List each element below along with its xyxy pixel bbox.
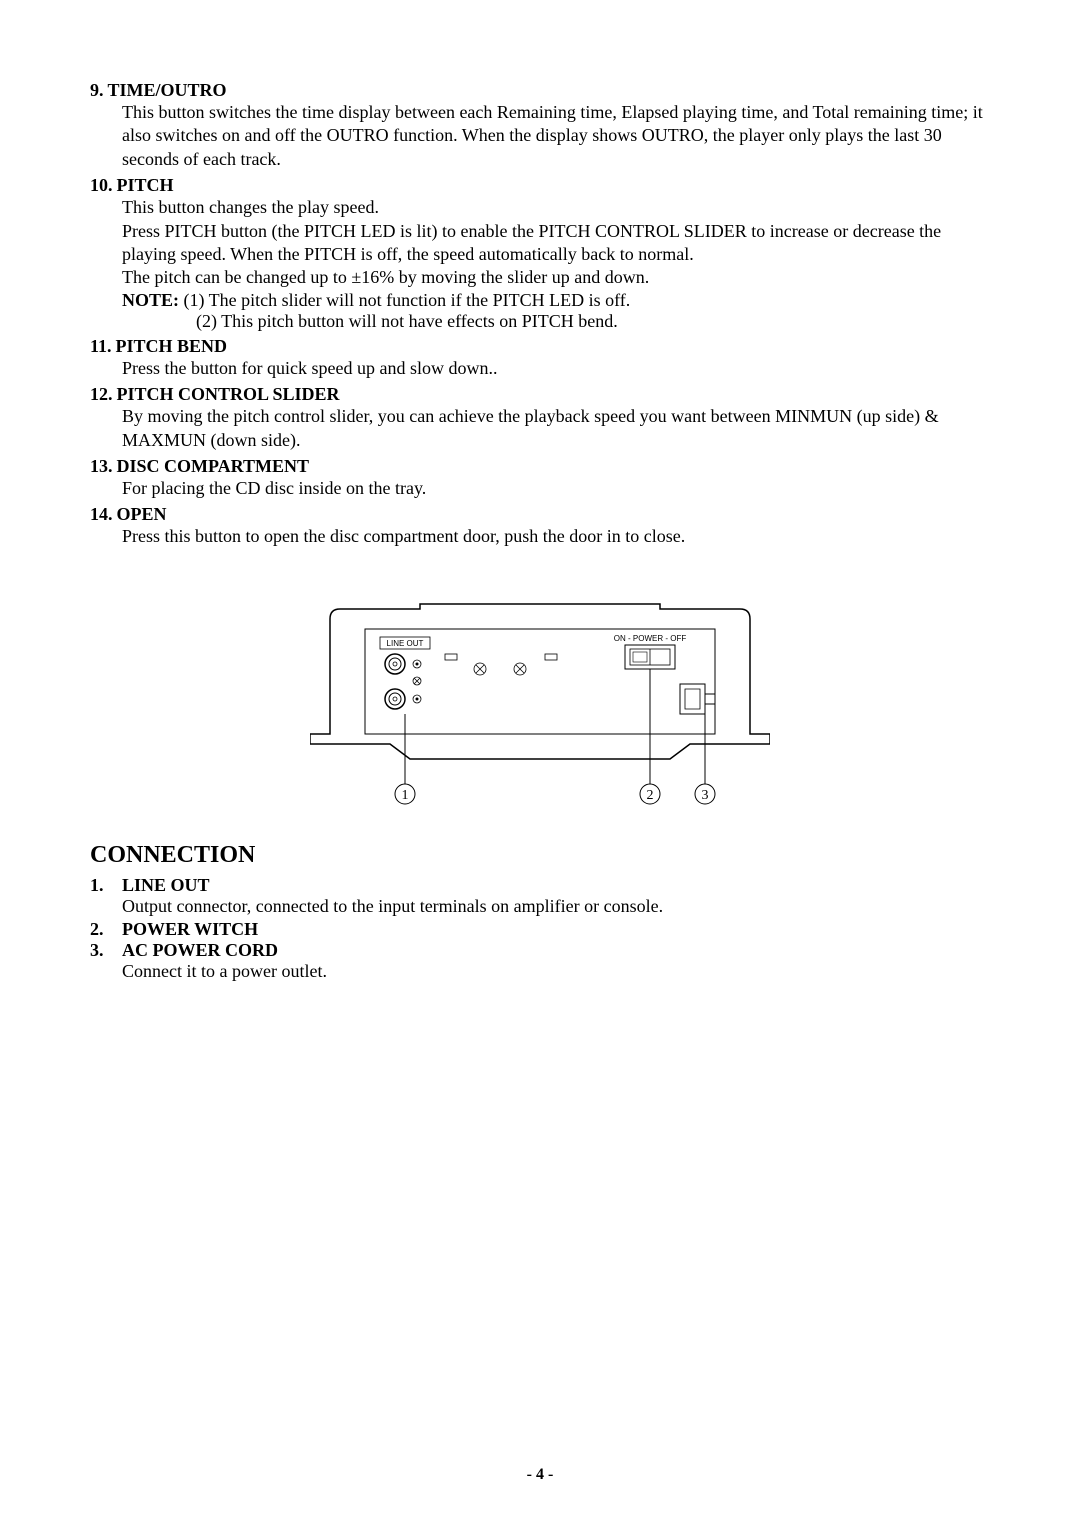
- item-11: 11. PITCH BEND Press the button for quic…: [90, 336, 990, 380]
- item-10-header: 10. PITCH: [90, 175, 990, 196]
- diagram-svg: LINE OUT ON - POWER - OFF: [310, 599, 770, 809]
- item-9-title: TIME/OUTRO: [108, 80, 227, 101]
- item-14-title: OPEN: [117, 504, 167, 525]
- item-14: 14. OPEN Press this button to open the d…: [90, 504, 990, 548]
- conn-1-body: Output connector, connected to the input…: [122, 896, 990, 917]
- item-10-body-line2: Press PITCH button (the PITCH LED is lit…: [122, 220, 990, 267]
- item-11-number: 11.: [90, 336, 112, 357]
- item-12-body: By moving the pitch control slider, you …: [122, 405, 990, 452]
- conn-item-2: 2. POWER WITCH: [90, 919, 990, 940]
- conn-3-number: 3.: [90, 940, 122, 961]
- connection-heading: CONNECTION: [90, 842, 990, 869]
- diagram-callout-2: 2: [647, 788, 654, 803]
- conn-item-1: 1. LINE OUT Output connector, connected …: [90, 875, 990, 917]
- page-number: - 4 -: [0, 1466, 1080, 1484]
- item-12: 12. PITCH CONTROL SLIDER By moving the p…: [90, 384, 990, 452]
- item-13: 13. DISC COMPARTMENT For placing the CD …: [90, 456, 990, 500]
- item-13-title: DISC COMPARTMENT: [117, 456, 310, 477]
- diagram-callout-3: 3: [702, 788, 709, 803]
- item-10-note1: NOTE: (1) The pitch slider will not func…: [122, 290, 990, 311]
- item-13-body: For placing the CD disc inside on the tr…: [122, 477, 990, 500]
- diagram-line-out-label: LINE OUT: [387, 639, 424, 648]
- conn-3-body: Connect it to a power outlet.: [122, 961, 990, 982]
- diagram-callout-1: 1: [402, 788, 409, 803]
- conn-1-title: LINE OUT: [122, 875, 210, 896]
- item-9-number: 9.: [90, 80, 104, 101]
- note1-text: (1) The pitch slider will not function i…: [179, 290, 630, 310]
- item-12-title: PITCH CONTROL SLIDER: [117, 384, 340, 405]
- item-14-number: 14.: [90, 504, 113, 525]
- diagram-power-label: ON - POWER - OFF: [614, 634, 687, 643]
- item-13-number: 13.: [90, 456, 113, 477]
- item-13-header: 13. DISC COMPARTMENT: [90, 456, 990, 477]
- item-12-number: 12.: [90, 384, 113, 405]
- item-11-header: 11. PITCH BEND: [90, 336, 990, 357]
- item-10-number: 10.: [90, 175, 113, 196]
- item-9: 9. TIME/OUTRO This button switches the t…: [90, 80, 990, 171]
- item-10-body-line1: This button changes the play speed.: [122, 196, 990, 219]
- item-14-body: Press this button to open the disc compa…: [122, 525, 990, 548]
- item-10-title: PITCH: [117, 175, 174, 196]
- item-10-note2: (2) This pitch button will not have effe…: [196, 311, 990, 332]
- item-10: 10. PITCH This button changes the play s…: [90, 175, 990, 332]
- conn-item-3: 3. AC POWER CORD Connect it to a power o…: [90, 940, 990, 982]
- item-14-header: 14. OPEN: [90, 504, 990, 525]
- item-10-body-line3: The pitch can be changed up to ±16% by m…: [122, 266, 990, 289]
- note-label: NOTE:: [122, 290, 179, 310]
- item-9-body: This button switches the time display be…: [122, 101, 990, 171]
- conn-1-number: 1.: [90, 875, 122, 896]
- conn-2-number: 2.: [90, 919, 122, 940]
- rear-panel-diagram: LINE OUT ON - POWER - OFF: [90, 599, 990, 814]
- conn-3-title: AC POWER CORD: [122, 940, 278, 961]
- conn-2-title: POWER WITCH: [122, 919, 258, 940]
- item-9-header: 9. TIME/OUTRO: [90, 80, 990, 101]
- item-11-body: Press the button for quick speed up and …: [122, 357, 990, 380]
- item-12-header: 12. PITCH CONTROL SLIDER: [90, 384, 990, 405]
- item-11-title: PITCH BEND: [116, 336, 228, 357]
